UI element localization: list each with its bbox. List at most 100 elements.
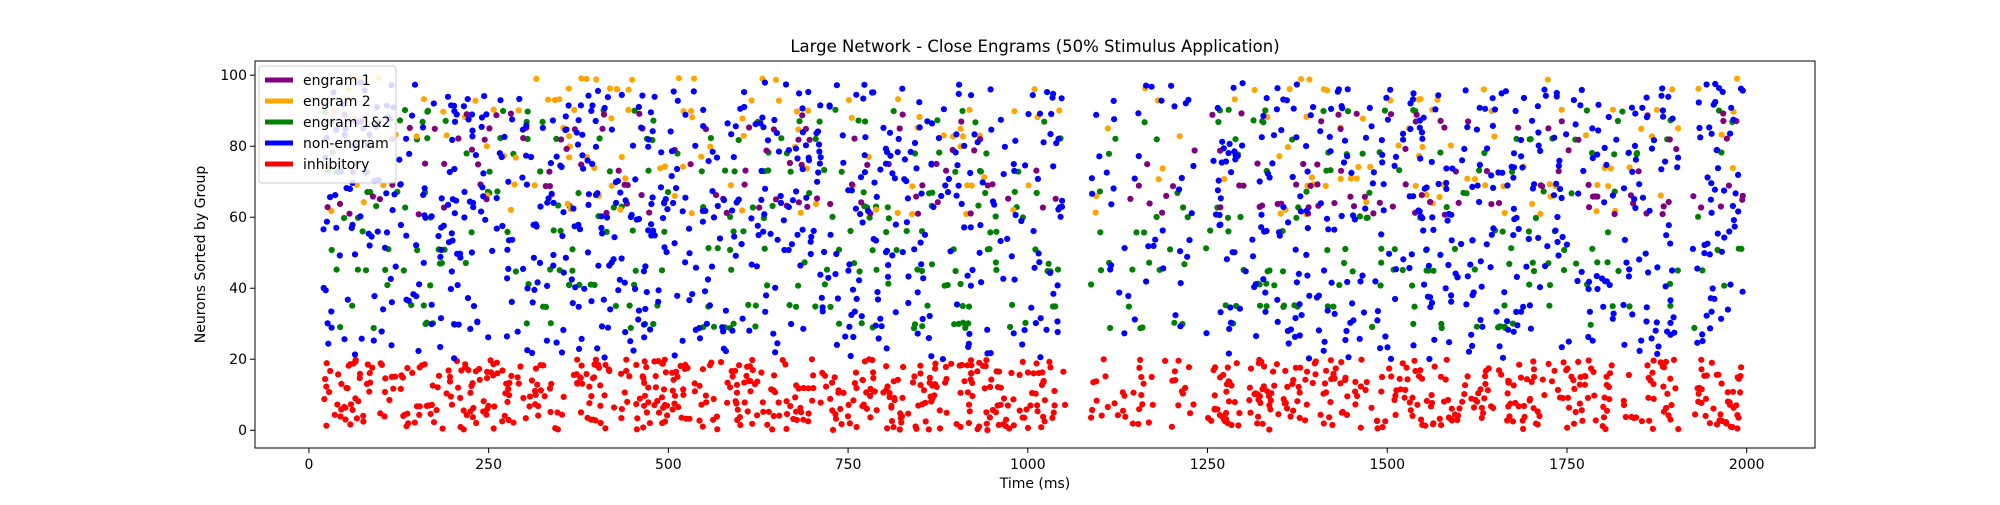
spike-dot [795, 282, 802, 289]
spike-dot [847, 352, 854, 360]
spike-dot [1664, 328, 1671, 335]
spike-dot [964, 272, 971, 279]
spike-dot [1703, 372, 1710, 379]
spike-dot [701, 288, 709, 295]
spike-dot [331, 411, 338, 418]
spike-dot [632, 176, 639, 183]
spike-dot [670, 88, 677, 95]
spike-dot [610, 204, 617, 211]
spike-dot [324, 320, 331, 327]
spike-dot [613, 85, 620, 93]
spike-dot [925, 426, 932, 433]
spike-dot [351, 251, 359, 258]
spike-dot [1047, 364, 1054, 371]
spike-dot [974, 368, 981, 375]
spike-dot [503, 333, 510, 340]
spike-dot [1482, 182, 1489, 189]
spike-dot [1553, 89, 1560, 97]
spike-dot [1053, 140, 1060, 147]
spike-dot [1317, 411, 1324, 418]
spike-dot [566, 133, 573, 140]
spike-dot [1514, 322, 1521, 329]
spike-dot [968, 182, 975, 189]
spike-dot [1564, 394, 1572, 401]
spike-dot [1638, 125, 1645, 132]
spike-dot [1655, 343, 1662, 350]
spike-dot [1318, 118, 1325, 125]
spike-dot [1530, 268, 1538, 275]
spike-dot [796, 118, 803, 125]
spike-dot [987, 229, 994, 236]
spike-dot [623, 356, 630, 363]
spike-dot [1430, 267, 1437, 274]
spike-dot [1363, 199, 1370, 206]
spike-dot [1603, 381, 1610, 389]
spike-dot [813, 130, 820, 137]
spike-dot [566, 282, 573, 289]
spike-dot [508, 298, 515, 305]
spike-dot [646, 209, 653, 216]
spike-dot [401, 107, 409, 114]
spike-dot [682, 111, 689, 118]
spike-dot [1739, 192, 1746, 199]
spike-dot [1505, 326, 1512, 333]
spike-dot [1399, 130, 1407, 137]
spike-dot [1478, 414, 1485, 421]
spike-dot [1275, 411, 1282, 418]
spike-dot [1399, 266, 1406, 274]
spike-dot [821, 166, 828, 174]
spike-dot [443, 390, 450, 397]
spike-dot [1445, 261, 1452, 269]
spike-dot [1600, 414, 1608, 421]
spike-dot [633, 361, 640, 368]
spike-dot [1211, 392, 1218, 399]
spike-dot [1169, 183, 1177, 190]
spike-dot [403, 296, 410, 303]
spike-dot [1642, 250, 1649, 257]
spike-dot [1303, 207, 1310, 214]
spike-dot [1162, 357, 1169, 364]
spike-dot [1727, 281, 1734, 288]
spike-dot [928, 353, 935, 360]
spike-dot [1731, 223, 1738, 230]
spike-dot [720, 345, 728, 352]
spike-dot [652, 384, 660, 391]
spike-dot [1468, 331, 1475, 338]
spike-dot [1423, 397, 1430, 404]
spike-dot [579, 131, 586, 138]
spike-dot [558, 163, 565, 171]
spike-dot [884, 383, 891, 390]
spike-dot [461, 214, 468, 221]
spike-dot [1464, 373, 1471, 380]
spike-dot [578, 335, 585, 342]
spike-dot [932, 365, 939, 372]
spike-dot [1239, 142, 1246, 149]
spike-dot [664, 189, 672, 196]
spike-dot [1649, 369, 1656, 376]
spike-dot [835, 387, 842, 394]
spike-dot [325, 340, 332, 347]
spike-dot [1510, 382, 1517, 389]
spike-dot [920, 275, 927, 282]
spike-dot [476, 376, 483, 383]
spike-dot [1036, 110, 1044, 117]
spike-dot [1699, 331, 1706, 338]
spike-dot [805, 418, 812, 425]
spike-dot [1525, 235, 1532, 243]
spike-dot [660, 386, 668, 393]
spike-dot [1673, 146, 1680, 153]
spike-dot [1303, 401, 1310, 408]
spike-dot [1689, 245, 1696, 252]
spike-dot [464, 96, 471, 103]
spike-dot [588, 298, 595, 305]
spike-dot [472, 97, 479, 104]
spike-dot [1586, 204, 1593, 211]
spike-dot [624, 182, 631, 189]
spike-dot [763, 147, 770, 154]
spike-dot [1578, 86, 1585, 94]
spike-dot [772, 284, 779, 291]
spike-dot [1572, 121, 1579, 128]
spike-dot [955, 320, 962, 327]
spike-dot [560, 209, 567, 216]
spike-dot [827, 200, 834, 208]
